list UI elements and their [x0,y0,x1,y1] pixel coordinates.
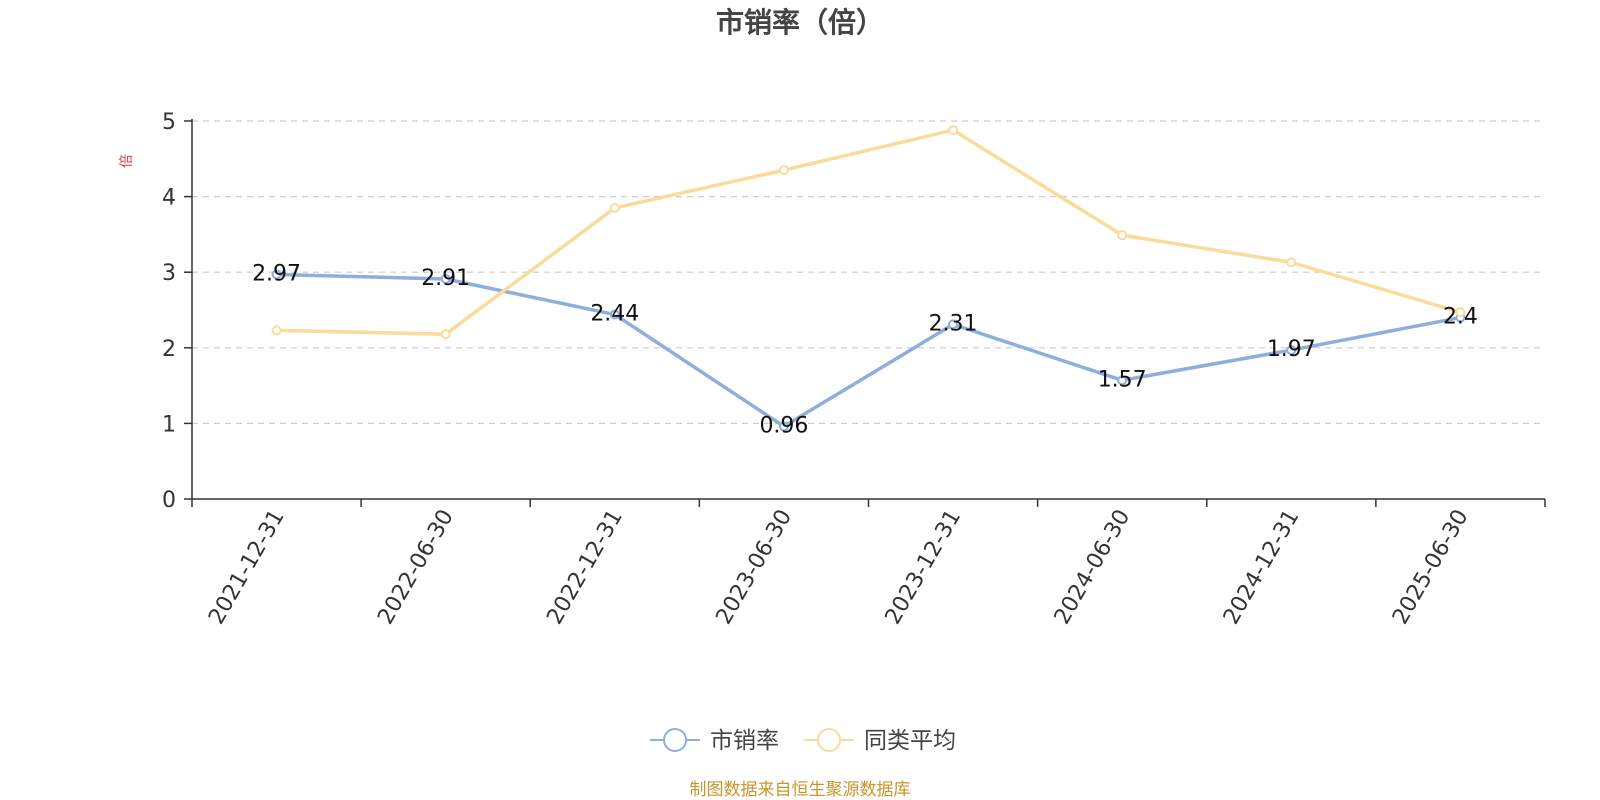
data-point[interactable] [948,319,959,330]
data-point[interactable] [271,325,282,336]
legend-item[interactable]: 市销率 [650,728,779,754]
legend-marker [817,728,841,752]
data-point[interactable] [1117,230,1128,241]
legend-label: 同类平均 [864,728,956,754]
legend[interactable]: 市销率 同类平均 [650,728,956,754]
grid-lines [192,120,1545,424]
data-label: 0.96 [759,413,808,438]
x-tick-label: 2021-12-31 [204,506,290,629]
legend-label: 市销率 [710,728,779,754]
data-point[interactable] [440,329,451,340]
y-tick-label: 1 [162,412,176,437]
x-tick-label: 2022-06-30 [373,506,459,629]
source-footer: 制图数据来自恒生聚源数据库 [690,780,911,800]
x-tick-label: 2024-06-30 [1050,506,1136,629]
series-line [274,128,1463,336]
y-tick-label: 4 [162,186,176,211]
x-tick-label: 2024-12-31 [1219,506,1305,629]
y-tick-label: 5 [162,110,176,135]
y-tick-label: 3 [162,261,176,286]
x-tick-label: 2023-06-30 [712,506,798,629]
x-tick-label: 2023-12-31 [881,506,967,629]
x-tick-label: 2022-12-31 [542,506,628,629]
series-lines [271,125,1466,432]
data-label: 2.31 [929,311,978,336]
data-labels: 2.97 2.91 2.44 0.96 2.31 1.57 1.97 2.4 [252,261,1478,438]
data-label: 2.44 [590,302,639,327]
y-tick-label: 0 [162,488,176,513]
data-point[interactable] [271,269,282,280]
data-point[interactable] [609,309,620,320]
data-point[interactable] [778,165,789,176]
data-label: 1.97 [1267,337,1316,362]
data-point[interactable] [778,421,789,432]
y-axis-label: 倍 [119,154,135,168]
data-label: 2.4 [1443,305,1478,330]
data-point[interactable] [1117,375,1128,386]
data-label: 2.97 [252,261,301,286]
data-label: 1.57 [1098,367,1147,392]
series-line [274,272,1463,429]
y-tick-label: 2 [162,337,176,362]
data-point[interactable] [948,125,959,136]
data-label: 2.91 [421,266,470,291]
data-point[interactable] [1455,307,1466,318]
legend-item[interactable]: 同类平均 [804,728,956,754]
axes: 0 1 2 3 4 5 2021-12-31 2022-06-30 2022-12-31 2023… [162,110,1546,629]
chart-title: 市销率（倍） [716,6,884,39]
data-point[interactable] [609,202,620,213]
data-point[interactable] [1286,257,1297,268]
legend-marker [663,728,687,752]
data-point[interactable] [440,274,451,285]
data-point[interactable] [1286,345,1297,356]
x-tick-label: 2025-06-30 [1388,506,1474,629]
